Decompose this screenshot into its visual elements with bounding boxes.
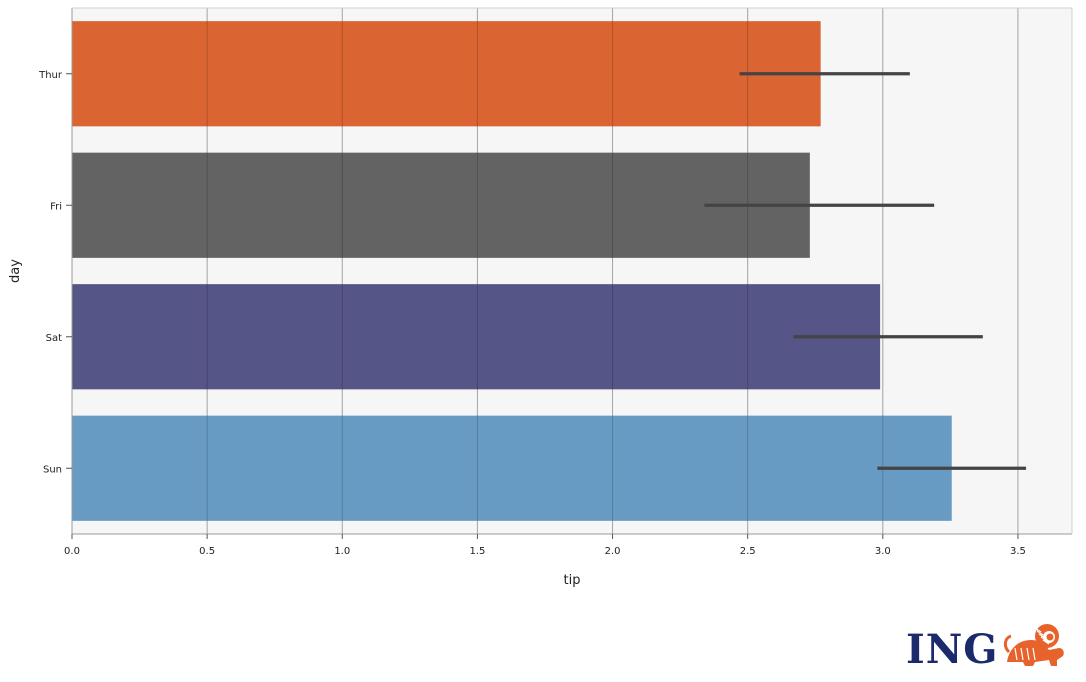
lion-mane-stroke bbox=[1042, 639, 1050, 645]
x-axis-title: tip bbox=[564, 573, 581, 588]
x-tick-label: 3.0 bbox=[875, 546, 891, 557]
bar-sun bbox=[72, 415, 952, 521]
lion-nose bbox=[1046, 633, 1054, 641]
axes bbox=[71, 7, 1073, 535]
ing-logo-text: ING bbox=[906, 626, 998, 673]
lion-mane-stroke bbox=[1038, 633, 1046, 639]
y-tick-label: Sun bbox=[43, 464, 62, 475]
y-axis-title: day bbox=[8, 259, 23, 283]
x-tick-label: 1.0 bbox=[334, 546, 350, 557]
lion-stripe bbox=[1014, 647, 1018, 661]
bar-sat bbox=[72, 284, 881, 390]
x-tick-label: 3.5 bbox=[1010, 546, 1026, 557]
y-tick-label: Fri bbox=[50, 201, 62, 212]
y-tick-labels: Thur Fri Sat Sun bbox=[38, 70, 72, 475]
bar-fri bbox=[72, 152, 810, 258]
x-tick-label: 0.0 bbox=[64, 546, 80, 557]
x-tick-label: 2.5 bbox=[740, 546, 756, 557]
x-tick-label: 0.5 bbox=[199, 546, 215, 557]
grid-overlay bbox=[206, 8, 1019, 534]
lion-tail bbox=[1003, 634, 1012, 654]
lion-mane-stroke bbox=[1036, 630, 1044, 636]
lion-mane-stroke bbox=[1034, 627, 1042, 633]
lion-stripe bbox=[1032, 647, 1036, 661]
lion-icon bbox=[1003, 624, 1064, 666]
x-tick-labels: 0.0 0.5 1.0 1.5 2.0 2.5 3.0 3.5 bbox=[64, 534, 1026, 557]
ing-logo: ING bbox=[906, 624, 1064, 673]
bar-thur bbox=[72, 21, 821, 127]
error-bars bbox=[704, 72, 1027, 470]
lion-stripe bbox=[1020, 647, 1024, 661]
lion-body bbox=[1007, 640, 1064, 666]
lion-stripe bbox=[1026, 647, 1030, 661]
lion-shape bbox=[1003, 624, 1064, 666]
x-tick-label: 2.0 bbox=[605, 546, 621, 557]
bars bbox=[72, 8, 1019, 534]
y-tick-label: Thur bbox=[38, 70, 63, 81]
lion-mane-stroke bbox=[1040, 636, 1048, 642]
y-tick-label: Sat bbox=[46, 333, 62, 344]
x-tick-label: 1.5 bbox=[469, 546, 485, 557]
